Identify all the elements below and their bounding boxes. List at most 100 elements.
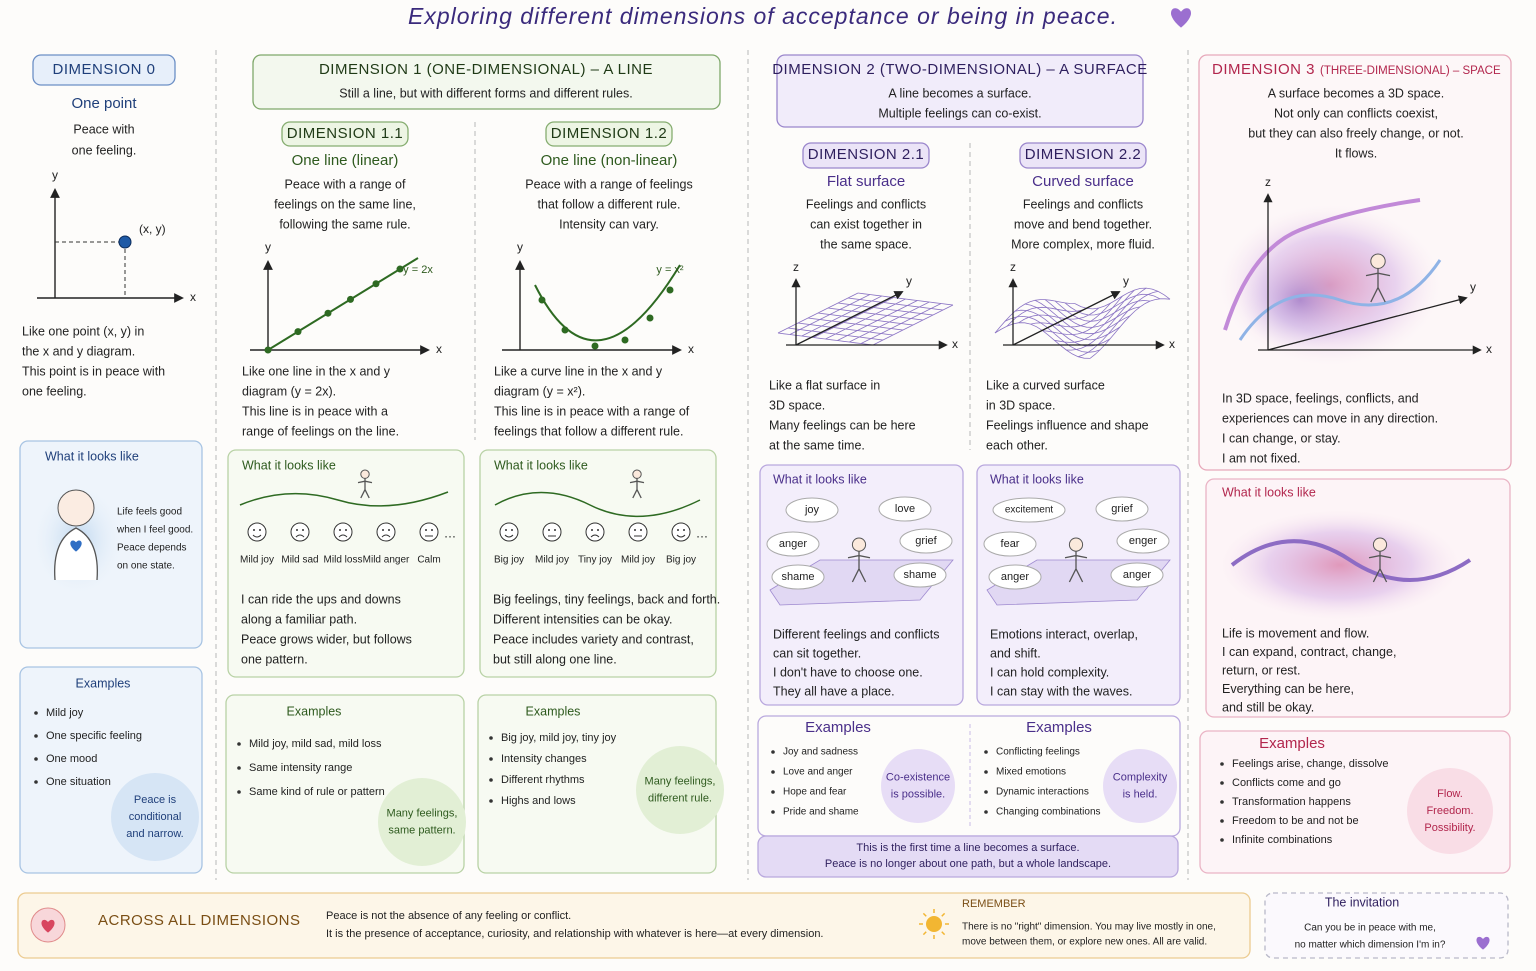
- face-label: Mild joy: [621, 555, 655, 566]
- cloud: [899, 528, 953, 554]
- face-label: Tiny joy: [578, 555, 612, 566]
- grid: [1066, 287, 1147, 351]
- text: y: [1123, 274, 1129, 288]
- text: Different intensities can be okay.: [493, 612, 673, 626]
- cloud: [1095, 496, 1149, 522]
- subtitle: Flat surface: [827, 173, 905, 190]
- note: Freedom.: [1426, 805, 1473, 817]
- example-item: Big joy, mild joy, tiny joy: [501, 732, 617, 744]
- grid: [1074, 287, 1171, 310]
- panel: [759, 464, 964, 706]
- bullet: [489, 736, 493, 740]
- heart: [41, 919, 55, 933]
- eye: [505, 529, 507, 531]
- eye: [640, 529, 642, 531]
- text: y: [517, 240, 523, 254]
- grid: [857, 292, 954, 306]
- grid: [994, 322, 1091, 359]
- sun: [926, 916, 942, 932]
- bullet: [237, 790, 241, 794]
- path-line: [494, 491, 701, 518]
- across-title: ACROSS ALL DIMENSIONS: [98, 912, 301, 929]
- line: [1012, 291, 1121, 346]
- subtitle: One line (linear): [292, 152, 399, 169]
- mouth: [252, 534, 262, 538]
- bullet: [771, 810, 775, 814]
- grid: [1004, 315, 1101, 353]
- text: Like a flat surface in: [769, 378, 880, 392]
- text: Feelings and conflicts: [1023, 197, 1143, 211]
- text: along a familiar path.: [241, 612, 357, 626]
- example-item: Transformation happens: [1232, 796, 1351, 808]
- heart: [1171, 8, 1191, 28]
- figure-body: [54, 527, 98, 581]
- header: DIMENSION 3: [1212, 61, 1315, 78]
- text: range of feelings on the line.: [242, 424, 399, 438]
- cloud: [988, 564, 1042, 590]
- face: [290, 522, 310, 542]
- across-box: [17, 892, 1251, 959]
- point: [294, 328, 302, 336]
- ellipsis: …: [696, 526, 709, 540]
- example-item: Freedom to be and not be: [1232, 815, 1359, 827]
- point: [646, 314, 654, 322]
- bullet: [489, 799, 493, 803]
- point: [396, 265, 404, 273]
- sub-header-box: [281, 121, 409, 147]
- eye: [425, 529, 427, 531]
- note-bubble: [111, 773, 199, 861]
- figure: [1064, 551, 1088, 583]
- text: Like one line in the x and y: [242, 364, 391, 378]
- text: (x, y): [139, 222, 166, 236]
- text: that follow a different rule.: [538, 197, 681, 211]
- figure: [1368, 551, 1392, 583]
- text: This point is in peace with: [22, 364, 165, 378]
- text: in 3D space.: [986, 398, 1055, 412]
- eye: [597, 529, 599, 531]
- text: but they can also freely change, or not.: [1248, 126, 1463, 140]
- example-item: Conflicts come and go: [1232, 777, 1341, 789]
- text: z: [1010, 260, 1016, 274]
- text: I don't have to choose one.: [773, 665, 923, 679]
- text: y: [52, 168, 58, 182]
- example-item: One specific feeling: [46, 730, 142, 742]
- eye: [253, 529, 255, 531]
- point: [264, 346, 272, 354]
- text: one pattern.: [241, 652, 308, 666]
- example-item: Joy and sadness: [783, 747, 858, 758]
- text: Peace grows wider, but follows: [241, 632, 412, 646]
- cloud: [983, 531, 1037, 557]
- note: Peace is: [134, 794, 177, 806]
- bullet: [34, 780, 38, 784]
- sub-header: DIMENSION 1.1: [287, 125, 404, 142]
- line: [941, 912, 946, 917]
- grid: [1077, 291, 1159, 358]
- figure: [1365, 268, 1391, 303]
- feeling-word: anger: [1001, 571, 1029, 583]
- example-item: Highs and lows: [501, 795, 576, 807]
- looks-title: What it looks like: [1222, 485, 1316, 499]
- text: Many feelings can be here: [769, 418, 916, 432]
- eye: [591, 529, 593, 531]
- feeling-word: shame: [903, 569, 936, 581]
- note: is possible.: [891, 788, 945, 800]
- grid: [817, 312, 914, 326]
- text: move and bend together.: [1014, 217, 1152, 231]
- eye: [554, 529, 556, 531]
- note: conditional: [129, 811, 182, 823]
- text: Like a curve line in the x and y: [494, 364, 663, 378]
- figure: [357, 478, 373, 499]
- feeling-word: anger: [779, 538, 807, 550]
- bullet: [1220, 838, 1224, 842]
- text: Peace is not the absence of any feeling …: [326, 910, 571, 922]
- text: I can hold complexity.: [990, 665, 1109, 679]
- text: x: [1169, 337, 1175, 351]
- examples-title: Examples: [287, 704, 342, 718]
- bullet: [1220, 781, 1224, 785]
- line: [795, 291, 904, 346]
- example-item: Love and anger: [783, 767, 853, 778]
- bullet: [34, 734, 38, 738]
- example-item: Infinite combinations: [1232, 834, 1333, 846]
- cloud: [992, 497, 1066, 523]
